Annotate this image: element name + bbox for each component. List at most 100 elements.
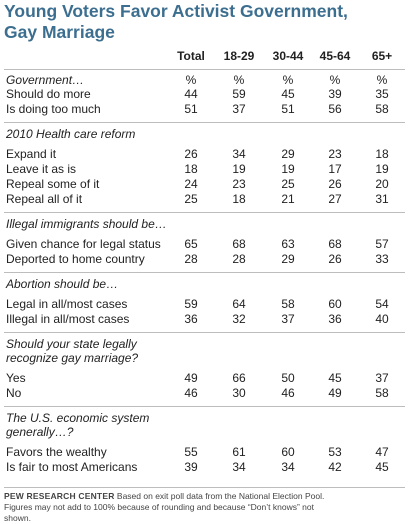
row-label: Repeal some of it xyxy=(6,177,100,191)
cell-value: 17 xyxy=(328,162,342,176)
page-title: Young Voters Favor Activist Government, … xyxy=(4,1,404,43)
row-label: Given chance for legal status xyxy=(6,237,161,251)
cell-value: 23 xyxy=(328,147,342,161)
question-label: Illegal immigrants should be… xyxy=(6,217,167,231)
cell-value: 21 xyxy=(281,192,295,206)
cell-value: 59 xyxy=(232,87,246,101)
cell-value: 58 xyxy=(375,386,389,400)
cell-value: 61 xyxy=(232,445,246,459)
cell-value: 42 xyxy=(328,460,342,474)
cell-value: 57 xyxy=(375,237,389,251)
question-label: Should your state legally recognize gay … xyxy=(4,333,405,368)
title-line-1: Young Voters Favor Activist Government, xyxy=(4,1,348,21)
cell-value: 31 xyxy=(375,192,389,206)
cell-value: 40 xyxy=(375,312,389,326)
cell-value: 46 xyxy=(184,386,198,400)
column-header-total: Total xyxy=(177,49,205,63)
cell-value: 46 xyxy=(281,386,295,400)
cell-value: 45 xyxy=(281,87,295,101)
cell-value: 25 xyxy=(184,192,198,206)
cell-value: 35 xyxy=(375,87,389,101)
cell-value: 36 xyxy=(184,312,198,326)
cell-value: 56 xyxy=(328,102,342,116)
pct-header: % xyxy=(329,73,341,87)
row-label: Expand it xyxy=(6,147,57,161)
pct-header: % xyxy=(282,73,294,87)
table-row: No 46 30 46 49 58 xyxy=(4,386,405,401)
table-row: Illegal in all/most cases 36 32 37 36 40 xyxy=(4,312,405,327)
cell-value: 18 xyxy=(184,162,198,176)
row-label: Leave it as is xyxy=(6,162,77,176)
table-row: Deported to home country 28 28 29 26 33 xyxy=(4,252,405,267)
cell-value: 63 xyxy=(281,237,295,251)
source-org: PEW RESEARCH CENTER xyxy=(4,491,115,501)
cell-value: 18 xyxy=(375,147,389,161)
row-label: No xyxy=(6,386,22,400)
cell-value: 23 xyxy=(232,177,246,191)
cell-value: 18 xyxy=(232,192,246,206)
cell-value: 32 xyxy=(232,312,246,326)
cell-value: 19 xyxy=(375,162,389,176)
column-header-18-29: 18-29 xyxy=(223,49,255,63)
question-label: Government… xyxy=(6,73,85,87)
cell-value: 24 xyxy=(184,177,198,191)
section-gay-marriage: Should your state legally recognize gay … xyxy=(4,332,405,401)
question-label: 2010 Health care reform xyxy=(6,127,136,141)
row-label: Favors the wealthy xyxy=(6,445,107,459)
cell-value: 19 xyxy=(281,162,295,176)
cell-value: 60 xyxy=(281,445,295,459)
row-label: Repeal all of it xyxy=(6,192,83,206)
table-row: Repeal all of it 25 18 21 27 31 xyxy=(4,192,405,207)
row-label: Legal in all/most cases xyxy=(6,297,128,311)
source-note-text: Based on exit poll data from the Nationa… xyxy=(114,491,325,501)
row-label: Should do more xyxy=(6,87,91,101)
cell-value: 33 xyxy=(375,252,389,266)
row-label: Illegal in all/most cases xyxy=(6,312,130,326)
cell-value: 34 xyxy=(281,460,295,474)
pct-header: % xyxy=(233,73,245,87)
column-header-65-plus: 65+ xyxy=(371,49,393,63)
table-row: Is fair to most Americans 39 34 34 42 45 xyxy=(4,460,405,475)
cell-value: 65 xyxy=(184,237,198,251)
row-label: Yes xyxy=(6,371,26,385)
cell-value: 49 xyxy=(184,371,198,385)
cell-value: 26 xyxy=(328,177,342,191)
cell-value: 39 xyxy=(328,87,342,101)
cell-value: 49 xyxy=(328,386,342,400)
cell-value: 30 xyxy=(232,386,246,400)
source-note-line-3: shown. xyxy=(4,513,31,523)
question-line: recognize gay marriage? xyxy=(6,351,139,365)
question-line: generally…? xyxy=(6,425,74,439)
cell-value: 53 xyxy=(328,445,342,459)
cell-value: 58 xyxy=(281,297,295,311)
source-note-line-2: Figures may not add to 100% because of r… xyxy=(4,502,314,512)
pct-header: % xyxy=(185,73,197,87)
cell-value: 64 xyxy=(232,297,246,311)
cell-value: 37 xyxy=(375,371,389,385)
cell-value: 20 xyxy=(375,177,389,191)
table-row: Should do more 44 59 45 39 35 xyxy=(4,87,405,102)
cell-value: 37 xyxy=(281,312,295,326)
row-label: Deported to home country xyxy=(6,252,145,266)
table-row: Expand it 26 34 29 23 18 xyxy=(4,147,405,162)
cell-value: 28 xyxy=(232,252,246,266)
cell-value: 68 xyxy=(232,237,246,251)
row-label: Is fair to most Americans xyxy=(6,460,138,474)
cell-value: 28 xyxy=(184,252,198,266)
section-abortion: Abortion should be… Legal in all/most ca… xyxy=(4,272,405,327)
table-row: Given chance for legal status 65 68 63 6… xyxy=(4,237,405,252)
cell-value: 26 xyxy=(328,252,342,266)
cell-value: 60 xyxy=(328,297,342,311)
cell-value: 29 xyxy=(281,147,295,161)
section-government: Government… % % % % % Should do more 44 … xyxy=(4,69,405,117)
source-note-line-1: PEW RESEARCH CENTER Based on exit poll d… xyxy=(4,491,405,502)
column-header-45-64: 45-64 xyxy=(319,49,351,63)
cell-value: 58 xyxy=(375,102,389,116)
cell-value: 66 xyxy=(232,371,246,385)
table-row: Yes 49 66 50 45 37 xyxy=(4,371,405,386)
column-header-30-44: 30-44 xyxy=(272,49,304,63)
cell-value: 37 xyxy=(232,102,246,116)
cell-value: 34 xyxy=(232,147,246,161)
source-note: PEW RESEARCH CENTER Based on exit poll d… xyxy=(4,487,405,524)
